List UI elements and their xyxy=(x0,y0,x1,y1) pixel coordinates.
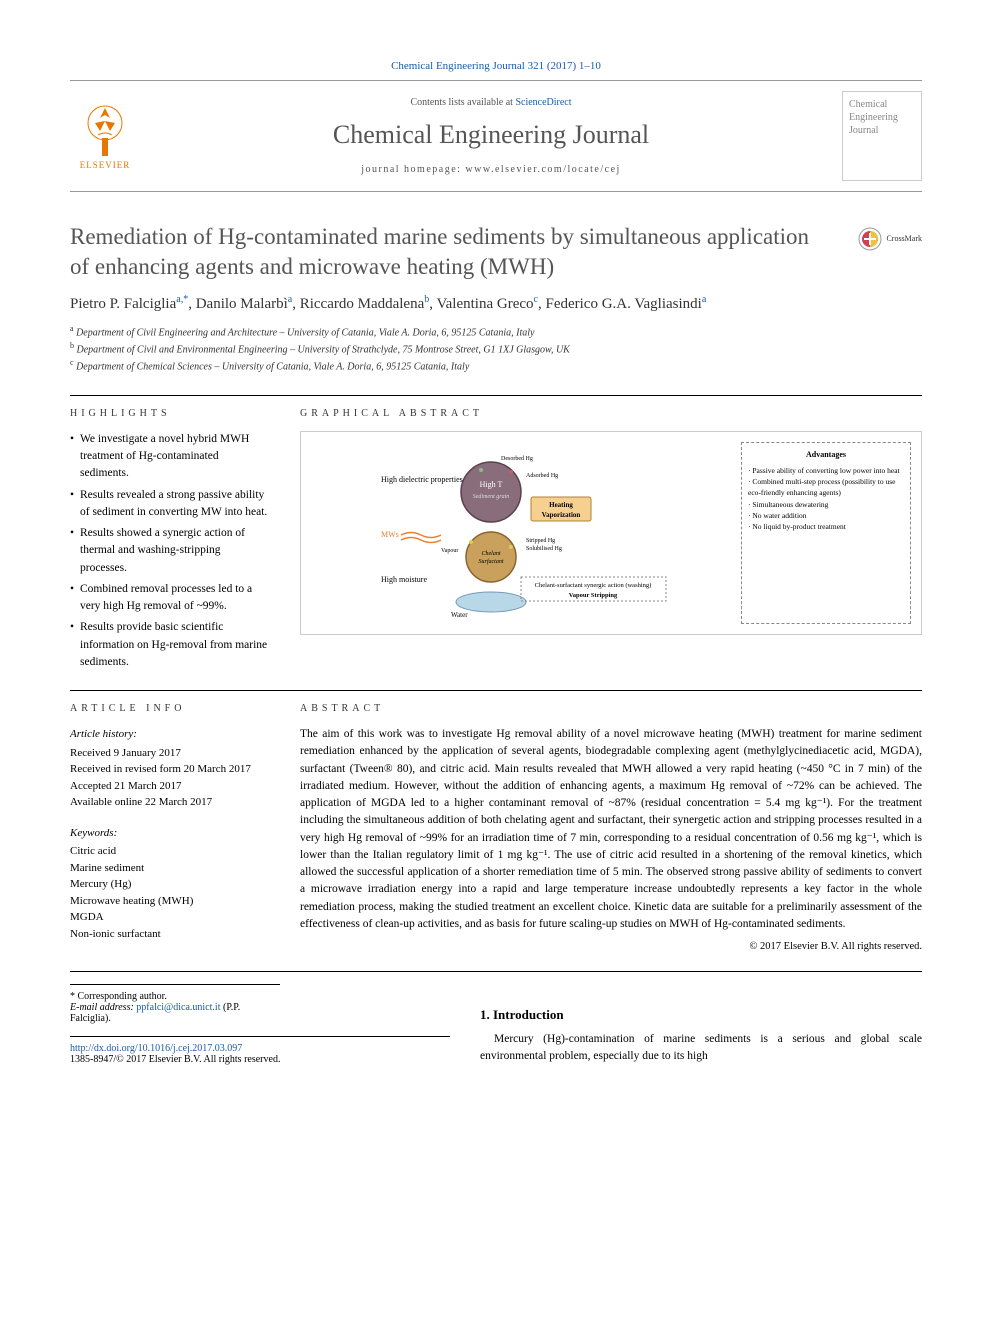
svg-text:Surfactant: Surfactant xyxy=(479,558,504,565)
highlight-item: Results revealed a strong passive abilit… xyxy=(70,487,270,522)
svg-text:Solubilised Hg: Solubilised Hg xyxy=(526,546,562,552)
email-label: E-mail address: xyxy=(70,1002,134,1013)
highlight-item: Results provide basic scientific informa… xyxy=(70,619,270,671)
svg-text:Chelant: Chelant xyxy=(482,551,501,557)
affiliation: a Department of Civil Engineering and Ar… xyxy=(70,323,922,340)
keyword: Microwave heating (MWH) xyxy=(70,893,270,910)
affiliations: a Department of Civil Engineering and Ar… xyxy=(70,323,922,375)
advantage-item: · No water addition xyxy=(748,510,904,521)
advantage-item: · Combined multi-step process (possibili… xyxy=(748,476,904,499)
issn-copyright: 1385-8947/© 2017 Elsevier B.V. All right… xyxy=(70,1054,280,1065)
journal-header: ELSEVIER Contents lists available at Sci… xyxy=(70,80,922,192)
intro-heading: 1. Introduction xyxy=(480,1007,922,1023)
svg-text:High T: High T xyxy=(480,480,503,489)
corresponding-author: * Corresponding author. E-mail address: … xyxy=(70,984,280,1024)
svg-text:Water: Water xyxy=(451,611,468,619)
graphical-abstract-figure: High dielectric properties MWs High mois… xyxy=(300,431,922,635)
svg-text:High dielectric properties: High dielectric properties xyxy=(381,475,463,484)
abstract-text: The aim of this work was to investigate … xyxy=(300,726,922,933)
keyword: Citric acid xyxy=(70,843,270,860)
elsevier-logo: ELSEVIER xyxy=(70,96,140,176)
journal-name: Chemical Engineering Journal xyxy=(140,120,842,150)
advantages-box: Advantages · Passive ability of converti… xyxy=(741,442,911,624)
divider xyxy=(70,690,922,691)
svg-text:Adsorbed Hg: Adsorbed Hg xyxy=(526,473,558,479)
highlight-item: Combined removal processes led to a very… xyxy=(70,581,270,616)
doi-link[interactable]: http://dx.doi.org/10.1016/j.cej.2017.03.… xyxy=(70,1043,242,1054)
advantage-item: · Passive ability of converting low powe… xyxy=(748,465,904,476)
highlight-item: We investigate a novel hybrid MWH treatm… xyxy=(70,431,270,483)
copyright-line: © 2017 Elsevier B.V. All rights reserved… xyxy=(300,941,922,952)
intro-paragraph: Mercury (Hg)-contamination of marine sed… xyxy=(480,1031,922,1066)
divider xyxy=(70,395,922,396)
highlight-item: Results showed a synergic action of ther… xyxy=(70,525,270,577)
crossmark-label: CrossMark xyxy=(886,234,922,244)
corr-label: * Corresponding author. xyxy=(70,991,280,1002)
ga-svg: High dielectric properties MWs High mois… xyxy=(311,442,731,622)
svg-text:High moisture: High moisture xyxy=(381,575,427,584)
svg-text:Chelant-surfactant synergic ac: Chelant-surfactant synergic action (wash… xyxy=(535,582,652,589)
svg-text:Vapour Stripping: Vapour Stripping xyxy=(569,592,618,599)
crossmark-badge[interactable]: CrossMark xyxy=(858,227,922,251)
elsevier-tree-icon xyxy=(80,103,130,158)
svg-text:Sediment grain: Sediment grain xyxy=(473,494,510,500)
keyword: Marine sediment xyxy=(70,860,270,877)
svg-text:Stripped Hg: Stripped Hg xyxy=(526,538,555,544)
citation: Chemical Engineering Journal 321 (2017) … xyxy=(70,60,922,72)
article-title: Remediation of Hg-contaminated marine se… xyxy=(70,222,922,282)
highlights-label: HIGHLIGHTS xyxy=(70,408,270,419)
abstract-label: ABSTRACT xyxy=(300,703,922,714)
sciencedirect-link[interactable]: ScienceDirect xyxy=(515,97,571,108)
svg-text:Desorbed Hg: Desorbed Hg xyxy=(501,456,533,462)
contents-list-line: Contents lists available at ScienceDirec… xyxy=(140,97,842,108)
author-list: Pietro P. Falcigliaa,*, Danilo Malarbìa,… xyxy=(70,294,922,313)
keywords-heading: Keywords: xyxy=(70,825,270,842)
history-line: Accepted 21 March 2017 xyxy=(70,778,270,795)
graphical-abstract-label: GRAPHICAL ABSTRACT xyxy=(300,408,922,419)
affiliation: b Department of Civil and Environmental … xyxy=(70,340,922,357)
keyword: Mercury (Hg) xyxy=(70,876,270,893)
advantage-item: · Simultaneous dewatering xyxy=(748,499,904,510)
highlights-list: We investigate a novel hybrid MWH treatm… xyxy=(70,431,270,671)
svg-text:Heating: Heating xyxy=(549,501,573,509)
advantage-item: · No liquid by-product treatment xyxy=(748,521,904,532)
journal-homepage: journal homepage: www.elsevier.com/locat… xyxy=(140,164,842,175)
history-heading: Article history: xyxy=(70,726,270,743)
crossmark-icon xyxy=(858,227,882,251)
history-line: Received 9 January 2017 xyxy=(70,745,270,762)
publisher-name: ELSEVIER xyxy=(80,160,131,170)
history-line: Available online 22 March 2017 xyxy=(70,794,270,811)
journal-cover-thumbnail: Chemical Engineering Journal xyxy=(842,91,922,181)
article-history: Article history: Received 9 January 2017… xyxy=(70,726,270,811)
affiliation: c Department of Chemical Sciences – Univ… xyxy=(70,357,922,374)
svg-text:Vaporization: Vaporization xyxy=(542,511,581,519)
article-info-label: ARTICLE INFO xyxy=(70,703,270,714)
history-line: Received in revised form 20 March 2017 xyxy=(70,761,270,778)
corr-email[interactable]: ppfalci@dica.unict.it xyxy=(136,1002,220,1013)
doi-block: http://dx.doi.org/10.1016/j.cej.2017.03.… xyxy=(70,1036,450,1065)
svg-text:Vapour: Vapour xyxy=(441,548,458,554)
keyword: Non-ionic surfactant xyxy=(70,926,270,943)
divider xyxy=(70,971,922,972)
keywords-block: Keywords: Citric acidMarine sedimentMerc… xyxy=(70,825,270,943)
advantages-title: Advantages xyxy=(748,449,904,461)
svg-text:MWs: MWs xyxy=(381,530,399,539)
keyword: MGDA xyxy=(70,909,270,926)
